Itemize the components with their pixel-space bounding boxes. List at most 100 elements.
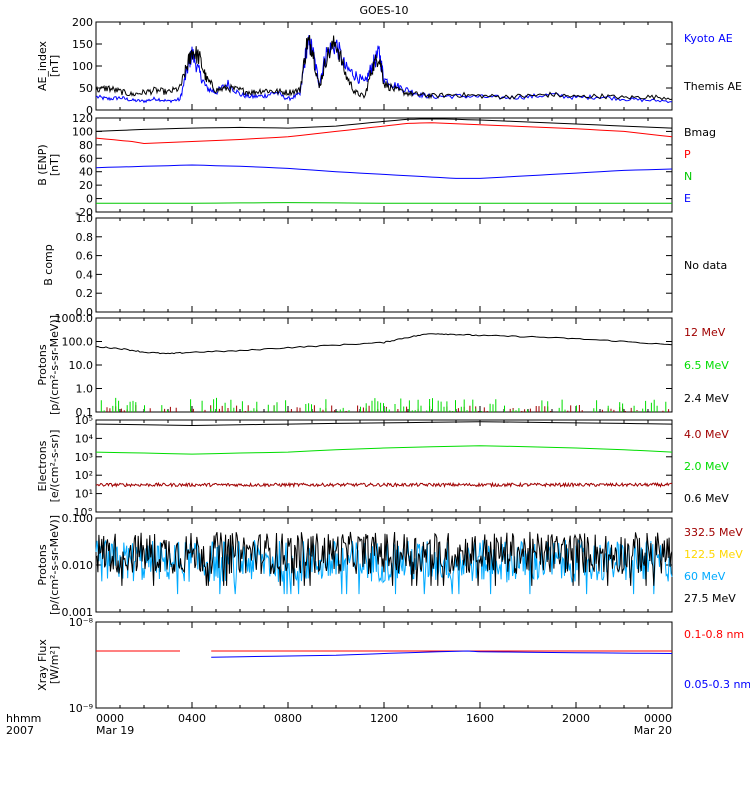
panel-frame bbox=[95, 621, 673, 709]
y-tick-label: 10.0 bbox=[69, 359, 94, 372]
legend-label: 60 MeV bbox=[684, 570, 726, 583]
series-27-5-mev bbox=[95, 531, 673, 586]
y-tick-label: 0.4 bbox=[76, 268, 94, 281]
y-axis-label: [p/(cm²-s-sr-MeV)] bbox=[48, 515, 61, 615]
legend-label: 4.0 MeV bbox=[684, 428, 729, 441]
y-tick-label: 150 bbox=[72, 38, 93, 51]
y-axis-label: [W/m²] bbox=[48, 646, 61, 684]
legend-label: Bmag bbox=[684, 126, 716, 139]
series-themis-ae bbox=[95, 35, 673, 101]
y-axis-label: [p/(cm²-s-sr-MeV)] bbox=[48, 315, 61, 415]
y-tick-label: 200 bbox=[72, 16, 93, 29]
y-tick-label: 0.010 bbox=[62, 559, 94, 572]
y-tick-label: 0.001 bbox=[62, 606, 94, 619]
series-bmag bbox=[95, 118, 673, 132]
y-tick-label: 1.0 bbox=[76, 212, 94, 225]
y-tick-label: 10³ bbox=[75, 451, 93, 464]
legend-label: Kyoto AE bbox=[684, 32, 733, 45]
y-axis-label: [nT] bbox=[48, 154, 61, 176]
x-tick-date-label: Mar 19 bbox=[96, 724, 134, 737]
series-n bbox=[96, 202, 672, 204]
legend-label: E bbox=[684, 192, 691, 205]
panel-frame bbox=[95, 419, 673, 513]
legend-label: N bbox=[684, 170, 692, 183]
y-tick-label: 10¹ bbox=[75, 488, 93, 501]
x-tick-label: 2000 bbox=[562, 712, 590, 725]
series-2-0-mev bbox=[95, 445, 673, 455]
x-tick-label: 0400 bbox=[178, 712, 206, 725]
y-tick-label: 0.2 bbox=[76, 287, 94, 300]
panel-frame bbox=[95, 217, 673, 313]
y-tick-label: 50 bbox=[79, 82, 93, 95]
y-tick-label: 10⁻⁸ bbox=[69, 616, 94, 629]
y-axis-label: Protons bbox=[36, 544, 49, 585]
series-12-mev bbox=[106, 405, 670, 412]
x-tick-label: 0800 bbox=[274, 712, 302, 725]
chart-title: GOES-10 bbox=[359, 4, 408, 17]
y-tick-label: 40 bbox=[79, 166, 93, 179]
panel-xray: 10⁻⁹ 10⁻⁸ Xray Flux [W/m²] 0.1-0.8 nm 0.05-0.… bbox=[36, 616, 750, 715]
x-tick-label: 0000 bbox=[644, 712, 672, 725]
x-corner-label-year: 2007 bbox=[6, 724, 34, 737]
legend-label: 332.5 MeV bbox=[684, 526, 743, 539]
x-tick-label: 0000 bbox=[96, 712, 124, 725]
panel-bcomp: 0.0 0.2 0.4 0.6 0.8 1.0 B comp No data bbox=[42, 212, 727, 319]
y-axis-label: [nT] bbox=[48, 55, 61, 77]
y-axis-label: Xray Flux bbox=[36, 639, 49, 691]
y-tick-label: 20 bbox=[79, 179, 93, 192]
y-tick-label: 100 bbox=[72, 125, 93, 138]
y-tick-label: 0 bbox=[86, 193, 93, 206]
series-6-5-mev bbox=[100, 397, 667, 412]
y-tick-label: 10⁵ bbox=[75, 414, 93, 427]
legend-label: P bbox=[684, 148, 691, 161]
y-tick-label: 100 bbox=[72, 60, 93, 73]
y-axis-label: Electrons bbox=[36, 440, 49, 491]
panel-protons_high: 0.001 0.010 0.100 Protons [p/(cm²-s-sr-MeV)]… bbox=[36, 512, 743, 619]
legend-label: No data bbox=[684, 259, 727, 272]
legend-label: 122.5 MeV bbox=[684, 548, 743, 561]
panel-ae: 0 50 100 150 200 AE_index [nT] Kyoto AE Themis A… bbox=[36, 16, 742, 117]
y-tick-label: 80 bbox=[79, 139, 93, 152]
y-tick-label: 10° bbox=[74, 506, 94, 519]
series-4-0-mev bbox=[95, 481, 673, 488]
series-0-05-0-3-nm bbox=[211, 650, 673, 658]
series-p bbox=[95, 122, 673, 145]
legend-label: 0.1-0.8 nm bbox=[684, 628, 744, 641]
legend-label: 2.0 MeV bbox=[684, 460, 729, 473]
y-axis-label: B (ENP) bbox=[36, 144, 49, 185]
x-corner-label-hhmm: hhmm bbox=[6, 712, 41, 725]
y-tick-label: 0.6 bbox=[76, 250, 94, 263]
legend-label: 0.6 MeV bbox=[684, 492, 729, 505]
legend-label: 27.5 MeV bbox=[684, 592, 736, 605]
x-tick-label: 1600 bbox=[466, 712, 494, 725]
y-tick-label: 0.0 bbox=[76, 306, 94, 319]
y-tick-label: 10⁻⁹ bbox=[69, 702, 93, 715]
panel-protons_low: 0.1 1.0 10.0 100.0 1000.0 Protons [p/(cm²-s-sr… bbox=[36, 312, 729, 419]
panel-electrons: 10° 10¹ 10² 10³ 10⁴ 10⁵ Electrons [e/(cm²-s-sr)… bbox=[36, 414, 729, 519]
panel-frame bbox=[95, 317, 673, 413]
y-tick-label: 0.8 bbox=[76, 231, 94, 244]
series-2-4-mev bbox=[95, 333, 673, 355]
y-tick-label: 0.100 bbox=[62, 512, 94, 525]
series-e bbox=[95, 164, 673, 179]
y-tick-label: 10⁴ bbox=[75, 432, 94, 445]
legend-label: Themis AE bbox=[683, 80, 742, 93]
legend-label: 12 MeV bbox=[684, 326, 726, 339]
y-axis-label: AE_index bbox=[36, 40, 49, 91]
legend-label: 2.4 MeV bbox=[684, 392, 729, 405]
y-tick-label: 1.0 bbox=[76, 383, 94, 396]
y-tick-label: 100.0 bbox=[62, 336, 94, 349]
y-tick-label: 60 bbox=[79, 152, 93, 165]
y-tick-label: 10² bbox=[75, 469, 93, 482]
x-tick-label: 1200 bbox=[370, 712, 398, 725]
series-kyoto-ae bbox=[95, 35, 673, 104]
legend-label: 6.5 MeV bbox=[684, 359, 729, 372]
legend-label: 0.05-0.3 nm bbox=[684, 678, 750, 691]
x-tick-date-label: Mar 20 bbox=[634, 724, 672, 737]
y-tick-label: 120 bbox=[72, 112, 93, 125]
y-axis-label: [e/(cm²-s-sr)] bbox=[48, 430, 61, 503]
y-axis-label: Protons bbox=[36, 344, 49, 385]
y-tick-label: 0 bbox=[86, 104, 93, 117]
